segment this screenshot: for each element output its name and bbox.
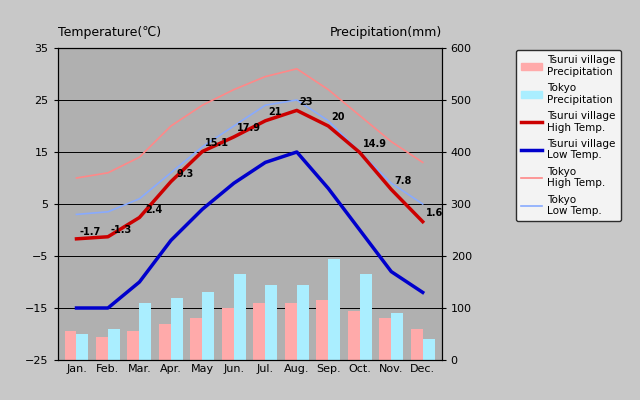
Bar (348, 310, 360, 360)
Bar (191, 318, 202, 360)
Bar (297, 285, 308, 360)
Bar (234, 274, 246, 360)
Bar (391, 313, 403, 360)
Legend: Tsurui village
Precipitation, Tokyo
Precipitation, Tsurui village
High Temp., Ts: Tsurui village Precipitation, Tokyo Prec… (516, 50, 621, 221)
Bar (285, 303, 297, 360)
Bar (316, 300, 328, 360)
Text: 14.9: 14.9 (362, 139, 387, 149)
Bar (380, 318, 391, 360)
Bar (108, 329, 120, 360)
Bar (328, 258, 340, 360)
Text: 1.6: 1.6 (426, 208, 443, 218)
Bar (253, 303, 266, 360)
Bar (171, 298, 183, 360)
Bar (159, 324, 171, 360)
Text: -1.3: -1.3 (111, 224, 132, 234)
Text: 20: 20 (331, 112, 344, 122)
Bar (411, 329, 422, 360)
Text: 21: 21 (268, 107, 282, 117)
Bar (127, 331, 140, 360)
Bar (65, 331, 77, 360)
Text: 2.4: 2.4 (145, 205, 163, 215)
Text: 17.9: 17.9 (237, 123, 260, 133)
Bar (96, 336, 108, 360)
Text: 15.1: 15.1 (205, 138, 229, 148)
Text: Precipitation(mm): Precipitation(mm) (330, 26, 442, 39)
Text: 9.3: 9.3 (177, 170, 194, 180)
Bar (266, 285, 277, 360)
Bar (77, 334, 88, 360)
Bar (360, 274, 372, 360)
Bar (222, 308, 234, 360)
Text: 23: 23 (300, 97, 313, 107)
Bar (140, 303, 152, 360)
Text: Temperature(℃): Temperature(℃) (58, 26, 161, 39)
Bar (422, 339, 435, 360)
Bar (202, 292, 214, 360)
Text: -1.7: -1.7 (79, 227, 100, 237)
Text: 7.8: 7.8 (394, 176, 412, 186)
